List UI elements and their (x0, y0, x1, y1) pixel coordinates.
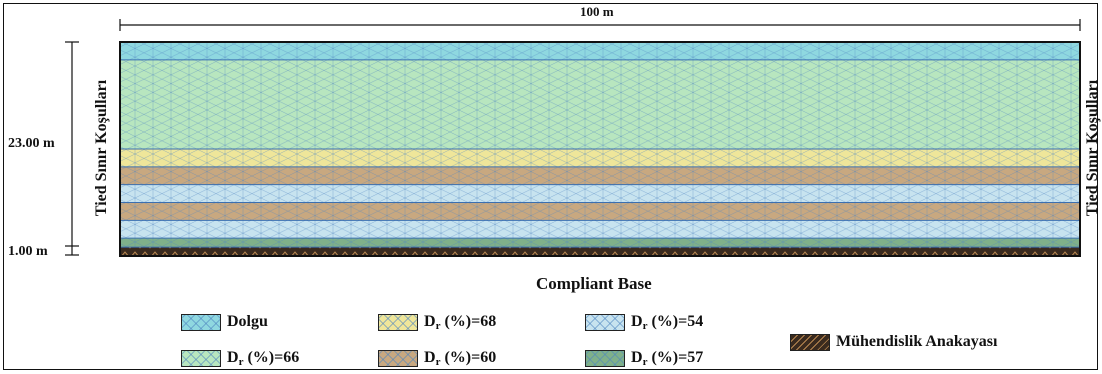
layer-mesh-2 (120, 149, 1080, 167)
layer-mesh-0 (120, 42, 1080, 60)
legend-item-dr68: Dr (%)=68 (378, 313, 496, 332)
layer-mesh-7 (120, 238, 1080, 248)
layer-mesh-4 (120, 184, 1080, 203)
legend-item-dolgu: Dolgu (181, 313, 268, 331)
legend-item-bedrock: Mühendislik Anakayası (790, 333, 997, 351)
height-dimension (65, 41, 79, 256)
right-boundary-label: Tied Sınır Koşulları (1084, 79, 1101, 217)
legend-item-dr54: Dr (%)=54 (585, 313, 703, 332)
compliant-base-label: Compliant Base (536, 274, 652, 293)
legend-swatch-dr60 (378, 350, 418, 367)
width-dimension (119, 19, 1081, 31)
legend-text-bedrock: Mühendislik Anakayası (836, 333, 998, 350)
layer-mesh-8 (120, 247, 1080, 256)
legend-text-dr68: Dr (%)=68 (424, 313, 497, 332)
legend-swatch-dr57 (585, 350, 625, 367)
figure-frame (3, 3, 1098, 370)
layer-mesh-3 (120, 166, 1080, 185)
layer-mesh-1 (120, 59, 1080, 150)
legend-text-dolgu: Dolgu (227, 313, 268, 330)
layer-mesh-5 (120, 202, 1080, 221)
legend-swatch-dr68 (378, 314, 418, 331)
legend-swatch-dr66 (181, 350, 221, 367)
soil-layers (120, 41, 1080, 256)
base-thickness-label: 1.00 m (8, 244, 48, 259)
legend-text-dr60: Dr (%)=60 (424, 349, 497, 368)
legend-swatch-dr54 (585, 314, 625, 331)
legend-item-dr57: Dr (%)=57 (585, 349, 703, 368)
layer-mesh-6 (120, 220, 1080, 239)
legend-text-dr54: Dr (%)=54 (631, 313, 704, 332)
legend-item-dr66: Dr (%)=66 (181, 349, 299, 368)
height-label: 23.00 m (8, 136, 55, 151)
legend-swatch-dolgu (181, 313, 221, 331)
legend-swatch-bedrock (790, 333, 830, 351)
left-boundary-label: Tied Sınır Koşulları (93, 79, 110, 217)
model-outline (119, 41, 1081, 257)
legend-item-dr60: Dr (%)=60 (378, 349, 496, 368)
width-label: 100 m (580, 4, 614, 19)
legend-text-dr57: Dr (%)=57 (631, 349, 704, 368)
legend-text-dr66: Dr (%)=66 (227, 349, 300, 368)
